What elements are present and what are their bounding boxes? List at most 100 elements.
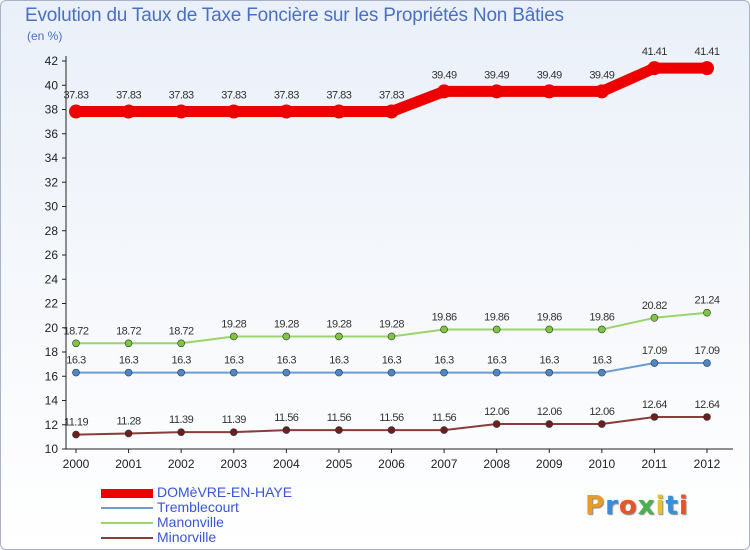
legend-swatch bbox=[101, 537, 153, 539]
data-label: 11.28 bbox=[116, 415, 141, 427]
data-point bbox=[69, 104, 83, 119]
y-tick-label: 14 bbox=[45, 394, 59, 408]
data-label: 39.49 bbox=[484, 69, 509, 81]
y-tick-label: 20 bbox=[45, 321, 59, 335]
data-point bbox=[282, 332, 291, 341]
data-label: 37.83 bbox=[379, 90, 404, 102]
data-label: 37.83 bbox=[116, 90, 141, 102]
data-label: 16.3 bbox=[487, 355, 507, 367]
x-tick-label: 2001 bbox=[115, 457, 142, 471]
data-point bbox=[542, 84, 557, 99]
data-point bbox=[335, 426, 343, 434]
data-label: 16.3 bbox=[540, 355, 560, 367]
proxiti-logo: Proxiti bbox=[585, 491, 689, 521]
x-tick-label: 2006 bbox=[378, 457, 405, 471]
x-tick-label: 2010 bbox=[588, 457, 615, 471]
data-point bbox=[229, 332, 238, 341]
data-point bbox=[226, 104, 241, 119]
x-tick-label: 2008 bbox=[483, 457, 510, 471]
data-point bbox=[598, 325, 606, 334]
data-label: 37.83 bbox=[274, 90, 299, 102]
data-label: 11.56 bbox=[379, 412, 404, 424]
x-tick-label: 2007 bbox=[431, 457, 458, 471]
data-label: 37.83 bbox=[326, 90, 351, 102]
data-point bbox=[229, 368, 238, 377]
y-tick-label: 42 bbox=[45, 54, 59, 68]
series-3: 11.19 11.28 11.39 11.39 11.56 11.56 11.56 11.56… bbox=[64, 399, 720, 439]
data-label: 16.3 bbox=[171, 355, 191, 367]
data-label: 39.49 bbox=[537, 69, 562, 81]
data-point bbox=[387, 368, 396, 377]
chart-title: Evolution du Taux de Taxe Foncière sur l… bbox=[25, 5, 564, 26]
data-point bbox=[440, 426, 448, 434]
axes: 10 12 14 16 18 20 22 24 26 28 30 32 34 36 38 40 42 2000 20… bbox=[45, 54, 733, 471]
data-point bbox=[703, 359, 711, 367]
logo-letter: i bbox=[655, 491, 666, 521]
data-point bbox=[331, 104, 346, 119]
data-label: 12.06 bbox=[484, 406, 509, 418]
data-point bbox=[489, 84, 504, 99]
data-label: 11.56 bbox=[327, 412, 352, 424]
y-tick-label: 40 bbox=[45, 78, 59, 92]
series-0: 37.83 37.83 37.83 37.83 37.83 37.83 37.83 39.49… bbox=[63, 46, 720, 119]
data-label: 41.41 bbox=[642, 46, 667, 58]
data-point bbox=[703, 308, 711, 317]
data-point bbox=[335, 368, 343, 377]
data-label: 19.86 bbox=[537, 311, 562, 323]
data-point bbox=[598, 420, 606, 428]
data-label: 19.86 bbox=[432, 311, 457, 323]
data-label: 17.09 bbox=[642, 345, 667, 357]
data-label: 17.09 bbox=[694, 345, 719, 357]
data-point bbox=[650, 359, 659, 367]
logo-letter: o bbox=[618, 491, 638, 521]
series-1: 16.3 16.3 16.3 16.3 16.3 16.3 16.3 16.3 16.3 16.3… bbox=[66, 345, 720, 377]
data-label: 19.28 bbox=[221, 318, 246, 330]
data-point bbox=[124, 429, 133, 438]
data-label: 16.3 bbox=[277, 355, 297, 367]
legend-label: Manonville bbox=[157, 514, 224, 530]
data-point bbox=[492, 325, 501, 334]
data-point bbox=[700, 61, 714, 76]
data-point bbox=[598, 368, 606, 377]
data-label: 12.64 bbox=[694, 399, 719, 411]
logo-letter: P bbox=[585, 491, 606, 521]
x-tick-label: 2012 bbox=[694, 457, 721, 471]
data-label: 18.72 bbox=[169, 325, 194, 337]
data-label: 16.3 bbox=[224, 355, 244, 367]
legend-label: Tremblecourt bbox=[157, 499, 239, 515]
legend-label: Minorville bbox=[157, 529, 217, 545]
x-tick-label: 2011 bbox=[642, 457, 668, 471]
data-point bbox=[121, 104, 136, 119]
data-label: 18.72 bbox=[63, 325, 88, 337]
legend-swatch bbox=[101, 489, 153, 498]
data-label: 16.3 bbox=[119, 355, 139, 367]
y-tick-label: 10 bbox=[45, 442, 59, 456]
data-label: 12.06 bbox=[537, 406, 562, 418]
data-point bbox=[437, 84, 452, 99]
logo-letter: t bbox=[665, 491, 679, 521]
y-tick-label: 34 bbox=[45, 151, 59, 165]
data-point bbox=[177, 339, 185, 348]
legend-swatch bbox=[101, 522, 153, 524]
data-point bbox=[279, 104, 294, 119]
data-label: 11.39 bbox=[222, 414, 247, 426]
x-tick-label: 2005 bbox=[326, 457, 353, 471]
data-point bbox=[124, 368, 133, 377]
data-point bbox=[545, 368, 554, 377]
y-axis-unit-label: (en %) bbox=[27, 29, 63, 43]
data-point bbox=[72, 430, 80, 439]
data-point bbox=[440, 368, 448, 377]
data-label: 16.3 bbox=[329, 355, 349, 367]
data-point bbox=[492, 368, 501, 377]
data-label: 19.28 bbox=[379, 318, 404, 330]
logo-letter: i bbox=[678, 491, 689, 521]
data-label: 39.49 bbox=[432, 69, 457, 81]
data-label: 20.82 bbox=[642, 300, 667, 312]
data-point bbox=[492, 420, 501, 428]
data-point bbox=[703, 413, 711, 421]
data-label: 19.28 bbox=[326, 318, 351, 330]
data-label: 21.24 bbox=[694, 295, 719, 307]
data-label: 16.3 bbox=[592, 355, 612, 367]
